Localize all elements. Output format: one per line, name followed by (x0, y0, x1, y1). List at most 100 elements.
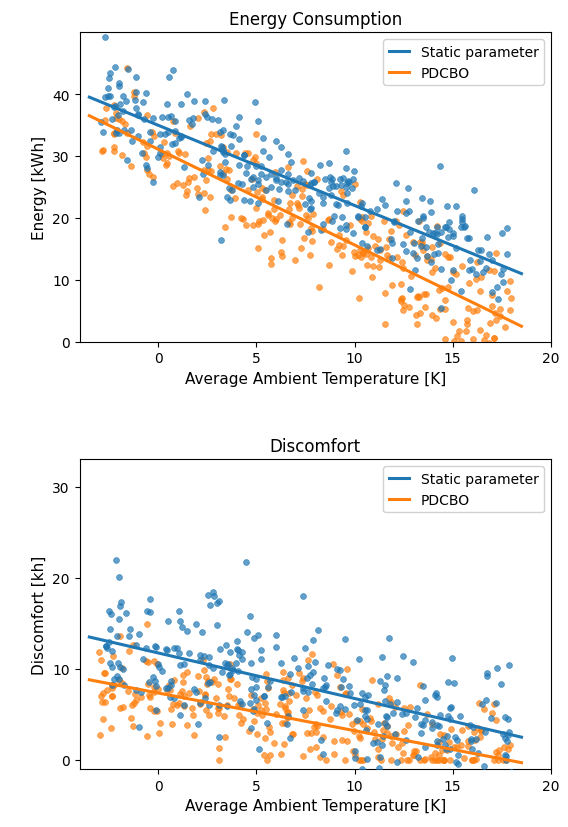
Point (298, 703, 307, 716)
Point (345, 707, 354, 720)
Point (487, 711, 496, 724)
Point (145, 605, 154, 619)
Point (491, 713, 500, 726)
Point (111, 100, 120, 113)
Point (375, 254, 385, 267)
Point (367, 673, 377, 686)
Point (201, 692, 210, 705)
Point (462, 325, 471, 338)
Point (392, 756, 402, 769)
Point (356, 200, 365, 213)
Point (176, 614, 185, 628)
Point (342, 181, 351, 194)
Point (114, 673, 123, 686)
Point (469, 305, 478, 318)
Point (299, 232, 308, 246)
Point (500, 321, 509, 334)
Point (448, 317, 457, 330)
Point (373, 244, 382, 257)
Point (307, 677, 316, 691)
Point (399, 650, 408, 663)
Point (105, 605, 114, 618)
Point (453, 748, 462, 762)
Point (391, 727, 400, 740)
Point (162, 98, 172, 112)
Point (131, 693, 140, 706)
Point (450, 730, 460, 743)
Point (430, 227, 439, 240)
Point (442, 743, 452, 757)
Point (250, 97, 260, 110)
Point (420, 694, 429, 707)
Point (391, 700, 400, 714)
Point (336, 222, 345, 236)
Point (467, 753, 477, 767)
Point (443, 232, 452, 245)
Point (165, 151, 174, 164)
Point (321, 753, 330, 767)
Point (115, 600, 124, 614)
Point (316, 224, 325, 237)
Point (382, 670, 391, 683)
Point (274, 195, 283, 208)
Point (277, 657, 286, 670)
Point (431, 747, 440, 760)
Point (131, 687, 140, 700)
Point (505, 725, 514, 739)
Point (485, 317, 494, 330)
Point (338, 709, 347, 722)
Point (431, 688, 440, 701)
Point (283, 148, 293, 161)
Point (312, 718, 321, 731)
Point (429, 227, 438, 240)
Point (275, 209, 285, 222)
Point (136, 686, 145, 699)
Point (105, 635, 114, 648)
Point (392, 251, 402, 265)
Point (409, 748, 418, 762)
Point (105, 67, 114, 80)
Point (445, 753, 454, 767)
Point (161, 643, 170, 656)
Point (368, 230, 377, 243)
Point (433, 246, 442, 260)
Point (473, 304, 482, 317)
Point (275, 697, 284, 710)
Point (116, 596, 126, 609)
Point (121, 95, 130, 108)
Point (416, 726, 425, 739)
Point (308, 208, 318, 222)
Point (383, 710, 392, 724)
Point (232, 657, 241, 670)
Point (207, 676, 216, 689)
Point (358, 753, 367, 767)
Point (449, 741, 458, 754)
Point (348, 744, 357, 758)
Point (308, 665, 317, 678)
Point (302, 691, 311, 705)
Point (219, 167, 228, 180)
Point (328, 180, 337, 194)
Point (163, 157, 172, 170)
Point (155, 141, 164, 155)
Point (218, 141, 227, 155)
Point (145, 691, 154, 705)
Point (294, 667, 303, 680)
Point (401, 229, 410, 242)
Point (394, 219, 403, 232)
Point (187, 701, 196, 715)
Point (428, 753, 437, 767)
Point (225, 658, 235, 672)
Point (396, 294, 405, 308)
Point (483, 231, 492, 244)
Point (473, 245, 482, 258)
Point (105, 73, 114, 86)
Point (143, 729, 152, 743)
Point (351, 744, 360, 758)
Point (312, 719, 321, 733)
Point (194, 685, 203, 698)
Point (227, 672, 236, 686)
Point (307, 225, 316, 238)
Point (473, 256, 482, 269)
Point (178, 676, 187, 689)
